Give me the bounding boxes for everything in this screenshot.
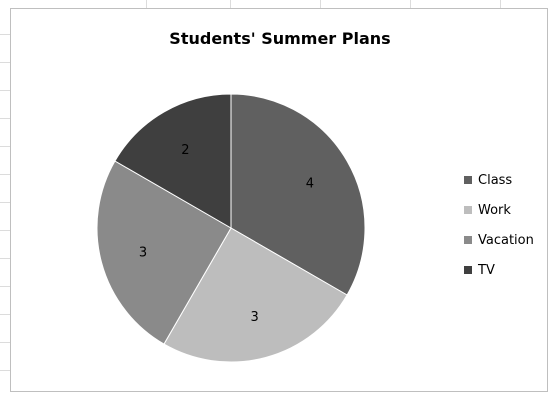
row-gridline [0,62,16,63]
legend-label: Class [478,172,513,188]
legend-item-work: Work [464,199,534,221]
row-gridline [0,202,16,203]
row-gridline [0,314,16,315]
pie-slice-tv[interactable] [114,93,232,229]
column-gridline [320,0,321,8]
row-gridline [0,118,16,119]
legend-label: Work [478,202,511,218]
column-gridline [146,0,147,8]
legend-swatch [464,176,472,184]
legend-swatch [464,236,472,244]
pie-slice-work[interactable] [163,227,348,363]
data-label-work: 3 [250,310,258,325]
legend: Class Work Vacation TV [464,172,534,292]
column-gridline [230,0,231,8]
row-gridline [0,90,16,91]
data-label-vacation: 3 [139,246,147,261]
row-gridline [0,146,16,147]
row-gridline [0,258,16,259]
legend-swatch [464,206,472,214]
data-label-class: 4 [306,176,314,191]
chart-title: Students' Summer Plans [169,29,391,48]
legend-label: Vacation [478,232,534,248]
row-gridline [0,286,16,287]
pie-slice-class[interactable] [230,93,366,296]
row-gridline [0,230,16,231]
row-gridline [0,342,16,343]
legend-item-tv: TV [464,259,534,281]
column-gridline [500,0,501,8]
pie-slice-vacation[interactable] [96,160,232,345]
legend-item-class: Class [464,169,534,191]
column-gridline [410,0,411,8]
row-gridline [0,34,16,35]
legend-item-vacation: Vacation [464,229,534,251]
legend-swatch [464,266,472,274]
pie-chart[interactable]: 4 3 3 2 [11,9,549,393]
chart-area[interactable]: Students' Summer Plans 4 3 3 2 Class Work Vac… [10,8,548,392]
legend-label: TV [478,262,495,278]
data-label-tv: 2 [181,143,189,158]
row-gridline [0,370,16,371]
row-gridline [0,174,16,175]
